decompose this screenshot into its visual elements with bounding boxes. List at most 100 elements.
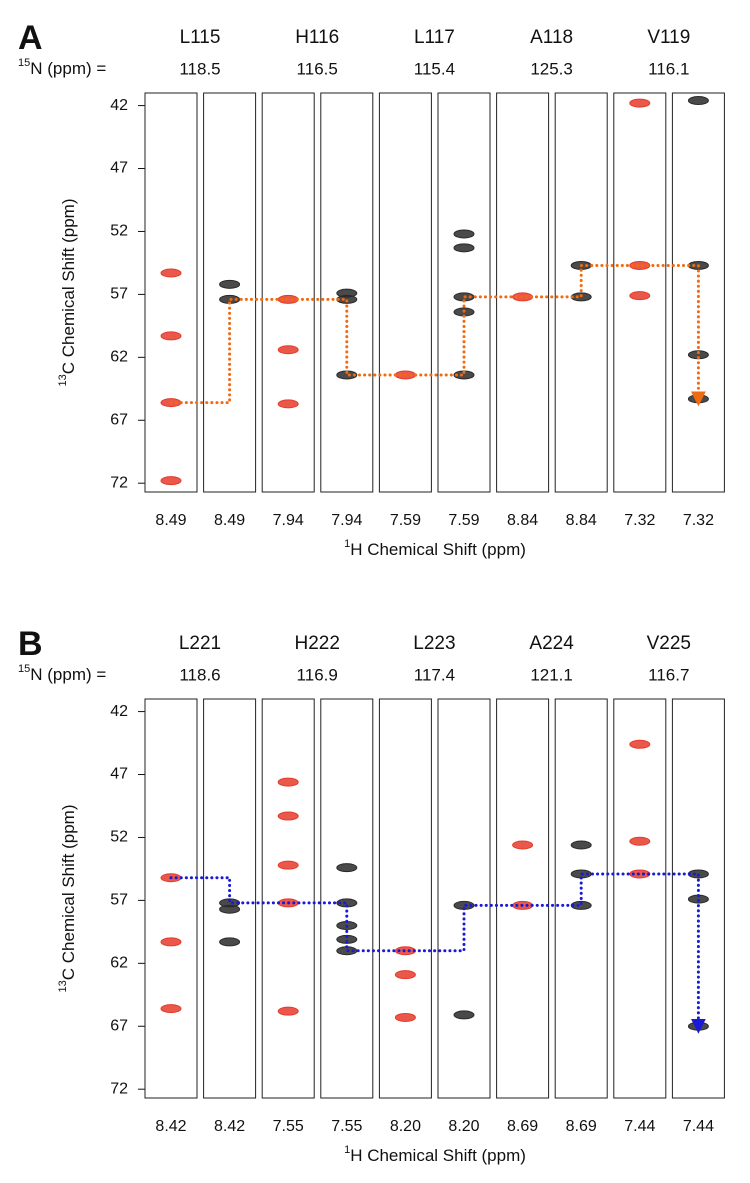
peak [277, 811, 299, 821]
strip-frame [203, 698, 257, 1099]
peak [277, 777, 299, 787]
residue-name: L115 [180, 27, 221, 48]
peak [394, 1012, 416, 1022]
y-axis-label: 13C Chemical Shift (ppm) [57, 199, 79, 387]
n-shift: 116.1 [648, 59, 689, 78]
panel-letter: A [18, 19, 43, 57]
peak [570, 840, 592, 850]
n-shift: 117.4 [414, 665, 455, 684]
y-tick-label: 57 [110, 286, 128, 303]
strip-frame [320, 92, 374, 493]
strip-frame [144, 92, 198, 493]
strip-frame [554, 92, 608, 493]
y-tick-label: 72 [110, 474, 128, 491]
peak [570, 900, 592, 910]
peak [219, 279, 241, 289]
x-tick-label: 8.84 [507, 512, 538, 529]
x-axis-label: 1H Chemical Shift (ppm) [344, 538, 526, 560]
y-tick-label: 52 [110, 829, 128, 846]
peak [629, 98, 651, 108]
label-text: H Chemical Shift (ppm) [350, 540, 526, 559]
residue-name: A224 [529, 633, 574, 654]
x-axis-label: 1H Chemical Shift (ppm) [344, 1144, 526, 1166]
x-tick-label: 8.42 [214, 1118, 245, 1135]
n-label: 15N (ppm) = [18, 663, 106, 685]
label-text: N (ppm) = [30, 59, 106, 78]
x-tick-label: 7.94 [331, 512, 362, 529]
strip-frame [378, 698, 432, 1099]
y-tick-label: 47 [110, 766, 128, 783]
y-tick-label: 57 [110, 892, 128, 909]
residue-name: A118 [530, 27, 573, 48]
x-tick-label: 8.20 [390, 1118, 421, 1135]
peak [160, 331, 182, 341]
n-shift: 125.3 [530, 59, 573, 78]
n-shift: 116.9 [297, 665, 338, 684]
residue-name: V119 [647, 27, 690, 48]
strip-frame [496, 92, 550, 493]
strip-frame [554, 698, 608, 1099]
label-text: N (ppm) = [30, 665, 106, 684]
strip-frame [671, 698, 725, 1099]
x-tick-label: 7.59 [448, 512, 479, 529]
peak [629, 291, 651, 301]
x-tick-label: 7.32 [683, 512, 714, 529]
residue-name: V225 [647, 633, 691, 654]
n-shift: 116.7 [648, 665, 689, 684]
label-text: C Chemical Shift (ppm) [59, 805, 78, 981]
sequential-walk [169, 872, 706, 1034]
superscript: 15 [18, 57, 30, 69]
peak [687, 96, 709, 106]
y-tick-label: 52 [110, 223, 128, 240]
y-tick-label: 67 [110, 411, 128, 428]
peak [219, 898, 241, 908]
peak [277, 860, 299, 870]
panel-letter: B [18, 625, 43, 663]
peak [512, 840, 534, 850]
peak [160, 268, 182, 278]
y-axis-label: 13C Chemical Shift (ppm) [57, 805, 79, 993]
x-tick-label: 8.69 [507, 1118, 538, 1135]
residue-name: L117 [414, 27, 455, 48]
strip-frame [203, 92, 257, 493]
peak [336, 863, 358, 873]
peak [453, 229, 475, 239]
strip-frame [261, 92, 315, 493]
peak [277, 345, 299, 355]
strip-frame [613, 92, 667, 493]
x-tick-label: 7.94 [273, 512, 304, 529]
peak [277, 1006, 299, 1016]
strip-frame [144, 698, 198, 1099]
peak [160, 937, 182, 947]
y-tick-label: 67 [110, 1017, 128, 1034]
x-tick-label: 8.20 [448, 1118, 479, 1135]
peak [629, 260, 651, 270]
residue-name: L223 [413, 633, 455, 654]
peak [629, 836, 651, 846]
x-tick-label: 7.44 [683, 1118, 714, 1135]
peak [629, 739, 651, 749]
strip-frame [496, 698, 550, 1099]
n-shift: 118.5 [179, 59, 220, 78]
superscript: 13 [57, 374, 69, 386]
strip-frame [437, 92, 491, 493]
peak [453, 243, 475, 253]
y-tick-label: 42 [110, 97, 128, 114]
sequential-walk [169, 263, 706, 407]
residue-name: L221 [179, 633, 221, 654]
n-shift: 115.4 [414, 59, 455, 78]
y-tick-label: 42 [110, 703, 128, 720]
x-tick-label: 8.49 [155, 512, 186, 529]
superscript: 15 [18, 663, 30, 675]
y-tick-label: 72 [110, 1080, 128, 1097]
peak [394, 970, 416, 980]
superscript: 1 [344, 1144, 350, 1156]
peak [160, 1004, 182, 1014]
label-text: H Chemical Shift (ppm) [350, 1146, 526, 1165]
x-tick-label: 8.84 [566, 512, 597, 529]
x-tick-label: 7.59 [390, 512, 421, 529]
n-shift: 116.5 [297, 59, 338, 78]
